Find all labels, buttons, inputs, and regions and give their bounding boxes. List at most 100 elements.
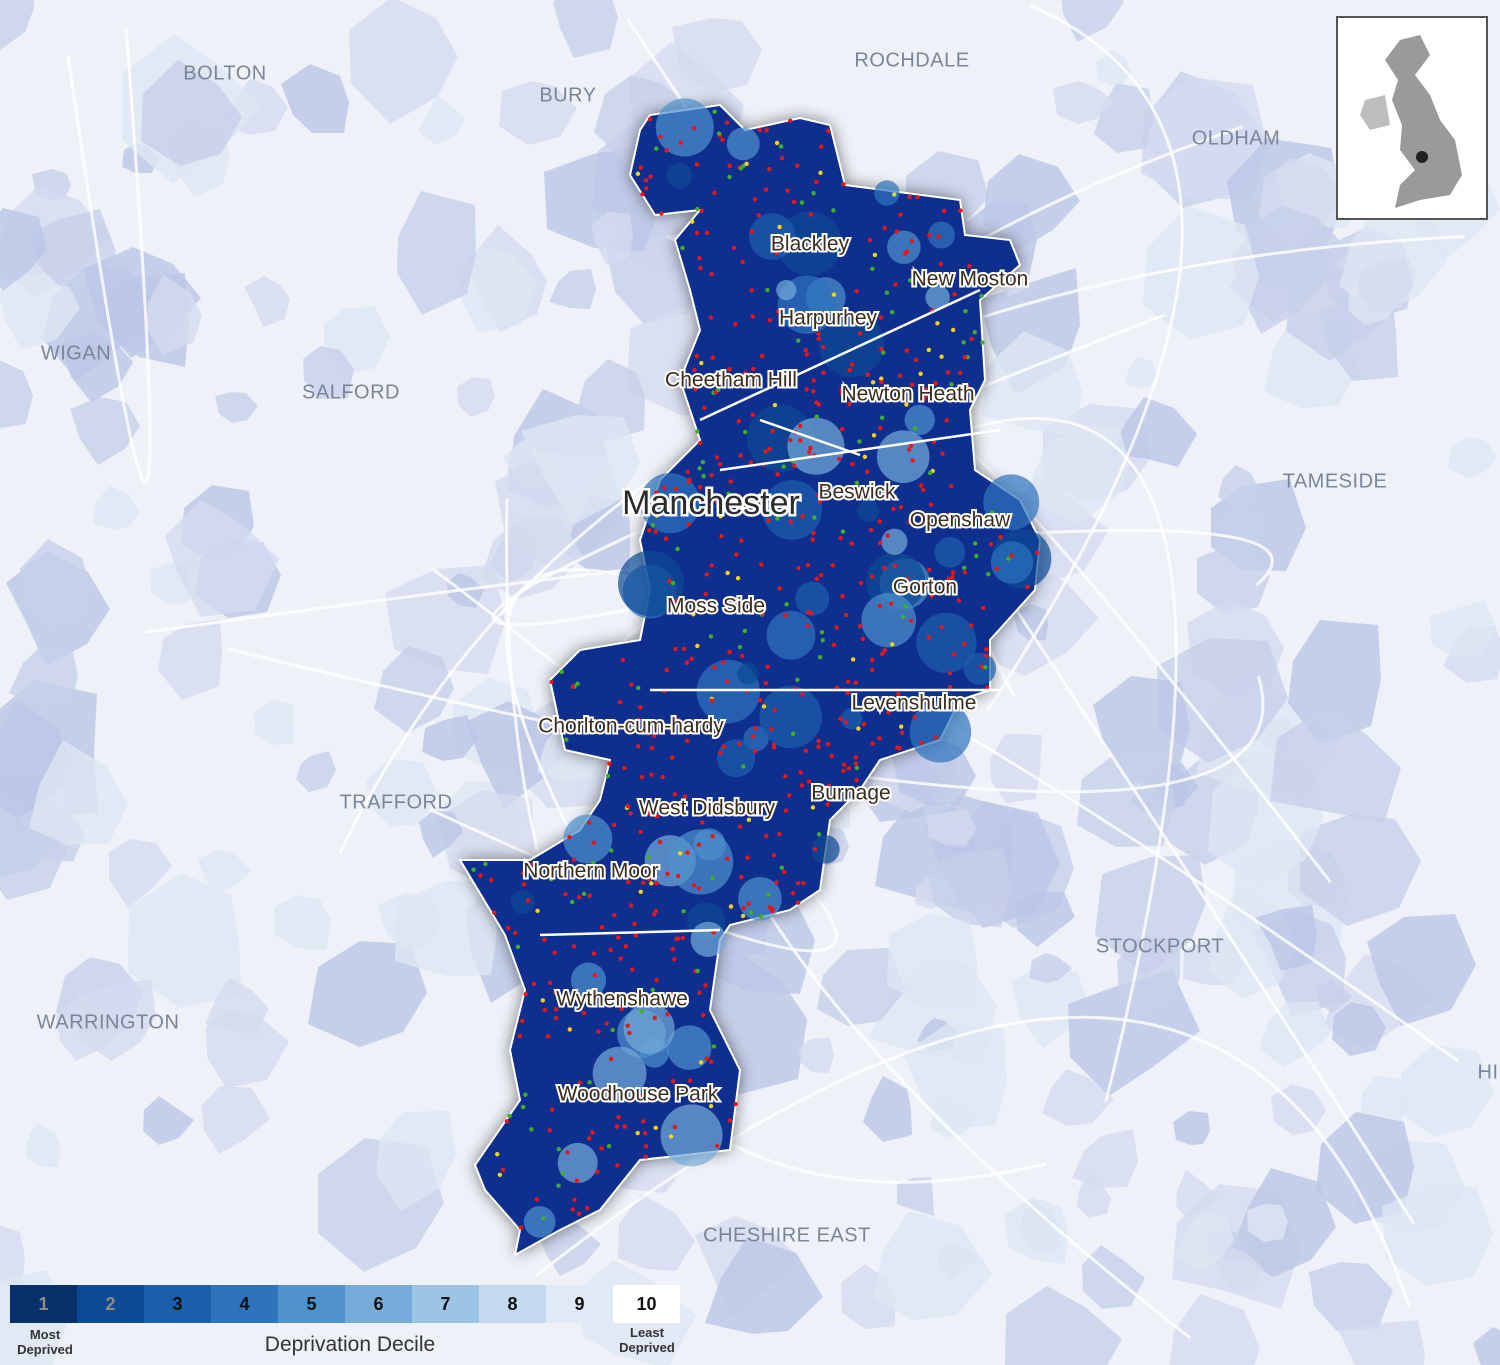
incident-dot [792,463,797,469]
incident-dot [994,566,1000,571]
incident-dot [816,744,821,750]
incident-dot [841,762,847,767]
area [0,270,80,349]
area [1061,0,1124,42]
incident-dot [604,1021,609,1026]
area [897,1177,934,1216]
incident-dot [940,451,945,456]
place-label: Burnage [811,782,890,805]
incident-dot [819,144,824,149]
incident-dot [552,950,557,955]
incident-dot [798,438,803,443]
incident-dot [696,842,702,847]
area [1288,620,1381,744]
incident-dot [980,340,985,345]
incident-dot [675,598,680,603]
area [376,1111,456,1211]
incident-dot [919,740,924,745]
area [77,980,156,1061]
place-label: Levenshulme [852,692,977,715]
incident-dot [861,721,867,727]
area [1300,814,1421,926]
area [109,839,172,908]
incident-dot [714,810,720,815]
incident-dot [767,804,773,810]
incident-dot [822,314,828,319]
incident-dot [877,736,882,741]
incident-dot [684,996,689,1002]
incident-dot [540,998,546,1003]
incident-dot [766,518,771,523]
incident-dot [520,1104,526,1110]
incident-dot [927,470,933,476]
incident-dot [704,230,710,236]
lsoa-patch [776,279,797,301]
incident-dot [853,680,859,685]
incident-dot [709,563,714,568]
incident-dot [737,824,743,829]
incident-dot [913,357,919,363]
legend-swatch: 1 [10,1285,77,1323]
incident-dot [695,968,700,974]
incident-dot [826,741,831,747]
incident-dot [777,831,782,837]
ward-boundary [759,418,861,457]
incident-dot [630,967,635,972]
incident-dot [772,402,778,408]
legend-swatch: 10 [613,1285,680,1323]
incident-dot [727,174,732,180]
incident-dot [898,212,903,217]
incident-dot [810,805,816,810]
incident-dot [529,1127,534,1132]
incident-dot [644,186,649,191]
incident-dot [682,794,688,799]
incident-dot [708,315,714,320]
lsoa-patch [523,1206,556,1238]
incident-dot [945,370,951,375]
incident-dot [814,576,820,581]
incident-dot [670,946,676,952]
incident-dot [714,1143,720,1149]
incident-dot [769,908,775,914]
incident-dot [591,860,596,866]
region-label: TAMESIDE [1283,470,1388,492]
incident-dot [877,519,882,524]
incident-dot [724,120,730,125]
incident-dot [572,1197,577,1203]
incident-dot [811,191,816,196]
area [281,64,349,133]
area [29,740,128,845]
incident-dot [774,250,779,256]
area [591,212,633,265]
incident-dot [731,499,737,505]
area [1317,980,1352,1013]
incident-dot [664,668,669,673]
incident-dot [785,188,790,193]
area [198,850,251,893]
area [397,191,476,315]
incident-dot [821,344,826,350]
place-label: Wythenshawe [556,988,688,1011]
incident-dot [922,396,927,402]
incident-dot [740,505,745,510]
incident-dot [636,717,641,722]
lsoa-patch [916,612,977,673]
area [1358,257,1413,314]
incident-dot [576,1211,582,1216]
incident-dot [868,527,874,533]
incident-dot [635,171,641,176]
incident-dot [935,321,940,326]
incident-dot [640,192,645,197]
incident-dot [530,861,536,866]
incident-dot [732,245,737,251]
incident-dot [680,935,686,941]
incident-dot [741,764,746,769]
incident-dot [673,646,678,652]
incident-dot [882,648,888,653]
incident-dot [926,635,932,640]
incident-dot [841,182,846,187]
incident-dot [816,331,821,337]
incident-dot [928,502,934,507]
incident-dot [796,900,801,905]
incident-dot [777,586,782,591]
